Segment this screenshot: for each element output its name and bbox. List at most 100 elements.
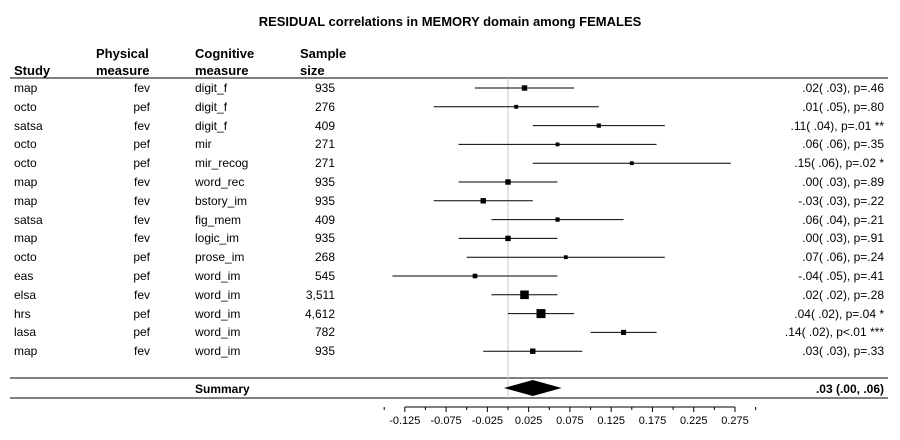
x-tick-label: 0.125 xyxy=(597,415,625,427)
study-cell: hrs xyxy=(14,306,31,321)
physical-measure-cell: pef xyxy=(133,99,150,114)
sample-size-cell: 935 xyxy=(314,231,335,246)
physical-measure-cell: fev xyxy=(133,344,150,359)
point-estimate xyxy=(472,273,478,279)
physical-measure-cell: fev xyxy=(133,118,150,133)
result-cell: .04( .02), p=.04 * xyxy=(794,306,884,321)
study-cell: elsa xyxy=(14,287,37,302)
cognitive-measure-cell: mir_recog xyxy=(195,156,249,171)
cognitive-measure-cell: word_im xyxy=(195,287,241,302)
sample-size-cell: 4,612 xyxy=(304,306,335,321)
cognitive-measure-cell: digit_f xyxy=(195,118,228,133)
summary-diamond xyxy=(503,380,562,396)
header-cognitive: Cognitive measure xyxy=(195,45,254,79)
result-cell: .06( .04), p=.21 xyxy=(802,212,884,227)
point-estimate xyxy=(536,309,546,319)
physical-measure-cell: fev xyxy=(133,81,150,95)
point-estimate xyxy=(555,142,560,147)
header-cognitive-line2: measure xyxy=(195,63,249,78)
x-tick-label: 0.225 xyxy=(680,415,708,427)
physical-measure-cell: fev xyxy=(133,193,150,208)
header-physical-line1: Physical xyxy=(96,46,149,61)
physical-measure-cell: pef xyxy=(133,325,150,340)
point-estimate xyxy=(505,235,511,242)
point-estimate xyxy=(480,198,486,204)
point-estimate xyxy=(520,290,529,300)
sample-size-cell: 935 xyxy=(314,193,335,208)
sample-size-cell: 271 xyxy=(314,137,335,152)
sample-size-cell: 545 xyxy=(314,269,335,283)
point-estimate xyxy=(505,179,511,185)
study-cell: octo xyxy=(14,99,37,114)
sample-size-cell: 409 xyxy=(314,212,335,227)
point-estimate xyxy=(521,85,528,91)
sample-size-cell: 268 xyxy=(314,250,335,265)
point-estimate xyxy=(629,161,634,166)
study-cell: satsa xyxy=(14,212,43,227)
point-estimate xyxy=(563,255,568,260)
physical-measure-cell: pef xyxy=(133,250,150,265)
header-sample-line1: Sample xyxy=(300,46,347,61)
point-estimate xyxy=(530,348,536,354)
summary-label: Summary xyxy=(195,382,250,396)
result-cell: .01( .05), p=.80 xyxy=(802,99,884,114)
study-cell: map xyxy=(14,193,38,208)
cognitive-measure-cell: bstory_im xyxy=(195,193,248,208)
point-estimate xyxy=(596,123,601,128)
physical-measure-cell: fev xyxy=(133,287,150,302)
study-cell: octo xyxy=(14,137,37,152)
header-sample-size: Sample size xyxy=(300,45,346,79)
header-study-label: Study xyxy=(14,63,51,78)
result-cell: .02( .03), p=.46 xyxy=(802,81,884,95)
cognitive-measure-cell: logic_im xyxy=(195,231,240,246)
sample-size-cell: 935 xyxy=(314,344,335,359)
result-cell: .11( .04), p=.01 ** xyxy=(790,118,884,133)
cognitive-measure-cell: word_im xyxy=(195,269,241,283)
sample-size-cell: 271 xyxy=(314,156,335,171)
physical-measure-cell: pef xyxy=(133,156,150,171)
study-cell: octo xyxy=(14,156,37,171)
x-tick-label: 0.275 xyxy=(721,415,749,427)
physical-measure-cell: fev xyxy=(133,212,150,227)
point-estimate xyxy=(555,217,560,222)
result-cell: .02( .02), p=.28 xyxy=(802,287,884,302)
physical-measure-cell: pef xyxy=(133,137,150,152)
physical-measure-cell: fev xyxy=(133,231,150,246)
study-cell: satsa xyxy=(14,118,43,133)
result-cell: -.03( .03), p=.22 xyxy=(798,193,884,208)
sample-size-cell: 276 xyxy=(314,99,335,114)
summary-value: .03 (.00, .06) xyxy=(815,382,884,396)
study-cell: map xyxy=(14,344,38,359)
result-cell: .14( .02), p<.01 *** xyxy=(784,325,884,340)
study-cell: octo xyxy=(14,250,37,265)
cognitive-measure-cell: digit_f xyxy=(195,81,228,95)
x-tick-label: 0.025 xyxy=(515,415,543,427)
header-physical: Physical measure xyxy=(96,45,149,79)
sample-size-cell: 782 xyxy=(314,325,335,340)
cognitive-measure-cell: prose_im xyxy=(195,250,245,265)
physical-measure-cell: pef xyxy=(133,306,150,321)
x-tick-label: -0.125 xyxy=(389,415,420,427)
result-cell: .00( .03), p=.89 xyxy=(802,175,884,189)
header-physical-line2: measure xyxy=(96,63,150,78)
x-tick-label: 0.175 xyxy=(639,415,667,427)
chart-title: RESIDUAL correlations in MEMORY domain a… xyxy=(258,14,642,29)
sample-size-cell: 935 xyxy=(314,175,335,189)
sample-size-cell: 3,511 xyxy=(305,287,335,302)
header-cognitive-line1: Cognitive xyxy=(195,46,255,61)
result-cell: .00( .03), p=.91 xyxy=(802,231,884,246)
sample-size-cell: 935 xyxy=(314,81,335,95)
header-sample-line2: size xyxy=(300,63,325,78)
cognitive-measure-cell: fig_mem xyxy=(195,212,242,227)
cognitive-measure-cell: digit_f xyxy=(195,99,228,114)
study-cell: eas xyxy=(14,269,34,283)
cognitive-measure-cell: word_im xyxy=(195,306,241,321)
cognitive-measure-cell: mir xyxy=(195,137,212,152)
study-cell: map xyxy=(14,175,38,189)
physical-measure-cell: pef xyxy=(133,269,150,283)
x-tick-label: 0.075 xyxy=(556,415,584,427)
result-cell: .03( .03), p=.33 xyxy=(802,344,884,359)
study-cell: map xyxy=(14,81,38,95)
cognitive-measure-cell: word_im xyxy=(195,344,241,359)
